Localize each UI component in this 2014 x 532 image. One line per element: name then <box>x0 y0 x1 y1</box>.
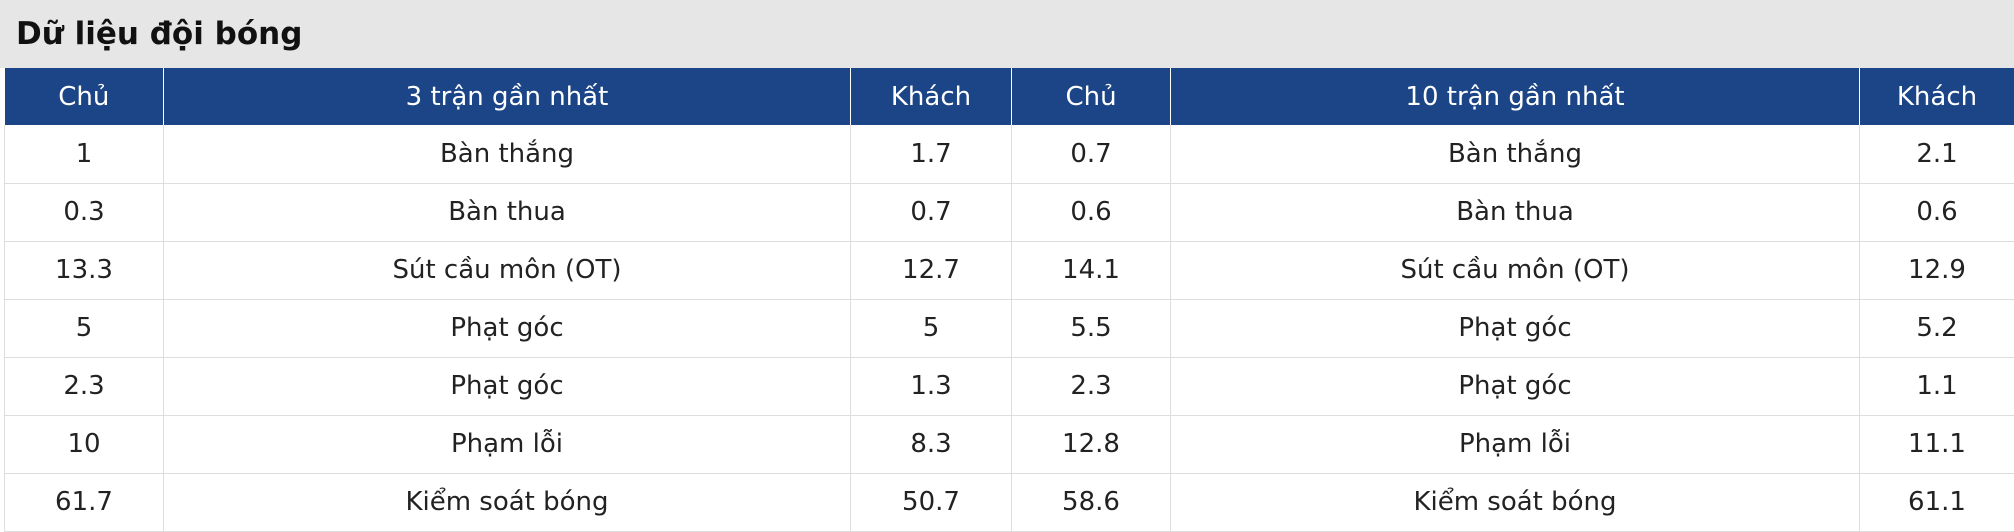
table-cell: 1.7 <box>850 125 1012 184</box>
table-cell: 0.7 <box>850 183 1012 242</box>
table-cell: 11.1 <box>1859 415 2014 474</box>
table-cell: 2.3 <box>4 357 164 416</box>
table-cell: 1.1 <box>1859 357 2014 416</box>
title-bar: Dữ liệu đội bóng <box>0 0 2014 68</box>
table-cell: Kiểm soát bóng <box>163 473 851 532</box>
table-cell: Phạt góc <box>1170 299 1860 358</box>
table-cell: Bàn thắng <box>163 125 851 184</box>
table-row: 5 Phạt góc 5 5.5 Phạt góc 5.2 <box>4 299 2014 358</box>
table-cell: 5.2 <box>1859 299 2014 358</box>
header-cell: Khách <box>850 68 1012 125</box>
table-cell: Phạm lỗi <box>163 415 851 474</box>
table-cell: 58.6 <box>1011 473 1171 532</box>
table-row: 61.7 Kiểm soát bóng 50.7 58.6 Kiểm soát bóng… <box>4 473 2014 532</box>
table-cell: 2.1 <box>1859 125 2014 184</box>
header-cell: Chủ <box>1011 68 1171 125</box>
table-cell: 5 <box>4 299 164 358</box>
table-cell: 12.7 <box>850 241 1012 300</box>
table-row: 1 Bàn thắng 1.7 0.7 Bàn thắng 2.1 <box>4 125 2014 184</box>
table-cell: Sút cầu môn (OT) <box>163 241 851 300</box>
table-cell: 0.6 <box>1011 183 1171 242</box>
table-cell: 5 <box>850 299 1012 358</box>
header-row: Chủ 3 trận gần nhất Khách Chủ 10 trận gần nh… <box>4 68 2014 125</box>
header-cell: 3 trận gần nhất <box>163 68 851 125</box>
header-cell: Khách <box>1859 68 2014 125</box>
table-cell: Sút cầu môn (OT) <box>1170 241 1860 300</box>
title: Dữ liệu đội bóng <box>16 16 303 52</box>
header-cell: 10 trận gần nhất <box>1170 68 1860 125</box>
table-cell: 50.7 <box>850 473 1012 532</box>
table-cell: 61.1 <box>1859 473 2014 532</box>
table-row: 10 Phạm lỗi 8.3 12.8 Phạm lỗi 11.1 <box>4 415 2014 474</box>
header-cell: Chủ <box>4 68 164 125</box>
table-cell: 1 <box>4 125 164 184</box>
table-cell: 0.7 <box>1011 125 1171 184</box>
table-cell: 5.5 <box>1011 299 1171 358</box>
table-cell: Phạt góc <box>163 299 851 358</box>
table-body: 1 Bàn thắng 1.7 0.7 Bàn thắng 2.1 0.3 Bàn thua 0… <box>4 125 2014 532</box>
table-cell: 61.7 <box>4 473 164 532</box>
table-cell: Kiểm soát bóng <box>1170 473 1860 532</box>
table-cell: 13.3 <box>4 241 164 300</box>
stats-table: Chủ 3 trận gần nhất Khách Chủ 10 trận gần nh… <box>4 68 2014 532</box>
table-cell: 10 <box>4 415 164 474</box>
table-row: 2.3 Phạt góc 1.3 2.3 Phạt góc 1.1 <box>4 357 2014 416</box>
table-cell: Bàn thắng <box>1170 125 1860 184</box>
table-cell: Phạt góc <box>163 357 851 416</box>
table-cell: 12.9 <box>1859 241 2014 300</box>
table-cell: 14.1 <box>1011 241 1171 300</box>
table-cell: 1.3 <box>850 357 1012 416</box>
table-row: 13.3 Sút cầu môn (OT) 12.7 14.1 Sút cầu môn … <box>4 241 2014 300</box>
table-cell: Bàn thua <box>163 183 851 242</box>
table-cell: 0.6 <box>1859 183 2014 242</box>
table-cell: 0.3 <box>4 183 164 242</box>
table-cell: 12.8 <box>1011 415 1171 474</box>
table-row: 0.3 Bàn thua 0.7 0.6 Bàn thua 0.6 <box>4 183 2014 242</box>
table-cell: 8.3 <box>850 415 1012 474</box>
table-cell: Bàn thua <box>1170 183 1860 242</box>
table-cell: 2.3 <box>1011 357 1171 416</box>
table-cell: Phạt góc <box>1170 357 1860 416</box>
table-cell: Phạm lỗi <box>1170 415 1860 474</box>
